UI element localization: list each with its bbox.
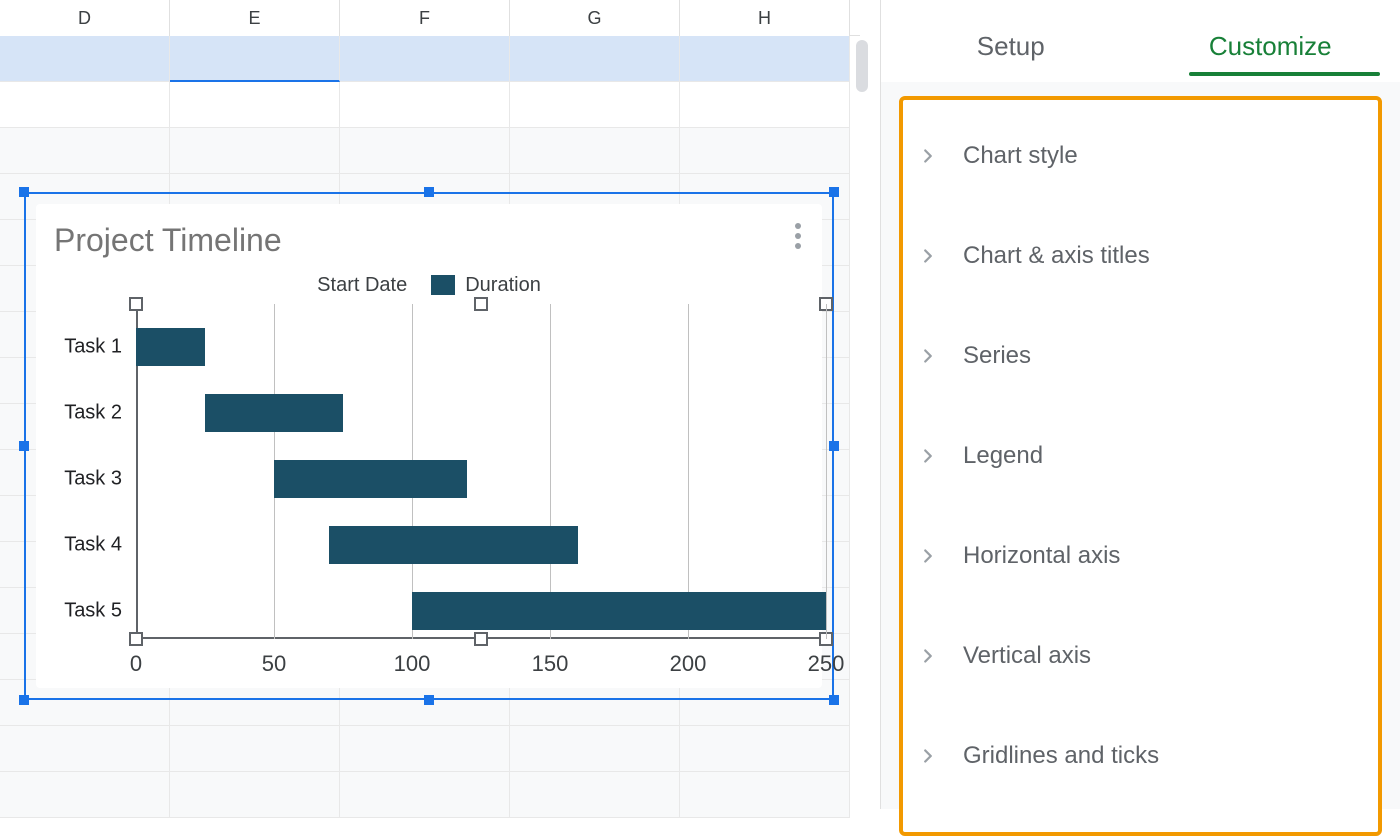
- x-axis-tick-label: 100: [394, 651, 431, 677]
- plot-area: 050100150200250Task 1Task 2Task 3Task 4T…: [136, 304, 826, 639]
- sheet-row[interactable]: [0, 726, 860, 772]
- cell[interactable]: [170, 82, 340, 128]
- chevron-right-icon: [917, 545, 939, 567]
- kebab-dot-icon: [795, 243, 801, 249]
- chart-legend: Start Date Duration: [36, 270, 822, 300]
- sheet-row[interactable]: [0, 36, 860, 82]
- panel-body: Chart style Chart & axis titles Series Lege…: [881, 82, 1400, 809]
- cell[interactable]: [340, 36, 510, 82]
- cell[interactable]: [510, 82, 680, 128]
- column-header[interactable]: D: [0, 0, 170, 36]
- column-header[interactable]: H: [680, 0, 850, 36]
- x-axis-tick-label: 0: [130, 651, 142, 677]
- gantt-bar[interactable]: [274, 460, 467, 498]
- kebab-dot-icon: [795, 223, 801, 229]
- x-axis-tick-label: 200: [670, 651, 707, 677]
- vertical-scrollbar-thumb[interactable]: [856, 40, 868, 92]
- chevron-right-icon: [917, 145, 939, 167]
- cell[interactable]: [170, 36, 340, 82]
- cell[interactable]: [510, 36, 680, 82]
- chart-editor-panel: Setup Customize Chart style Chart & axis …: [880, 0, 1400, 809]
- cell[interactable]: [340, 82, 510, 128]
- accordion-label: Chart style: [963, 142, 1078, 170]
- resize-handle-n[interactable]: [424, 187, 434, 197]
- sheet-row[interactable]: [0, 82, 860, 128]
- plot-handle-nw[interactable]: [129, 297, 143, 311]
- y-axis-category-label: Task 2: [64, 402, 122, 425]
- chart-title: Project Timeline: [54, 222, 282, 259]
- x-axis-tick-label: 250: [808, 651, 845, 677]
- accordion-series[interactable]: Series: [903, 306, 1378, 406]
- kebab-dot-icon: [795, 233, 801, 239]
- y-axis-category-label: Task 5: [64, 600, 122, 623]
- gantt-bar[interactable]: [136, 328, 205, 366]
- y-axis-category-label: Task 4: [64, 534, 122, 557]
- resize-handle-s[interactable]: [424, 695, 434, 705]
- plot-handle-sw[interactable]: [129, 632, 143, 646]
- resize-handle-e[interactable]: [829, 441, 839, 451]
- chart-object[interactable]: Project Timeline Start Date Duration: [24, 192, 834, 700]
- resize-handle-sw[interactable]: [19, 695, 29, 705]
- legend-label: Duration: [465, 274, 541, 297]
- chevron-right-icon: [917, 245, 939, 267]
- gantt-bar[interactable]: [329, 526, 577, 564]
- legend-item-duration: Duration: [431, 274, 541, 297]
- chevron-right-icon: [917, 445, 939, 467]
- accordion-label: Gridlines and ticks: [963, 742, 1159, 770]
- cell[interactable]: [0, 82, 170, 128]
- cell[interactable]: [680, 82, 850, 128]
- annotation-highlight-box: Chart style Chart & axis titles Series Lege…: [899, 96, 1382, 836]
- accordion-vertical-axis[interactable]: Vertical axis: [903, 606, 1378, 706]
- resize-handle-ne[interactable]: [829, 187, 839, 197]
- x-axis-tick-label: 150: [532, 651, 569, 677]
- resize-handle-se[interactable]: [829, 695, 839, 705]
- chart-card: Project Timeline Start Date Duration: [36, 204, 822, 688]
- cell[interactable]: [680, 36, 850, 82]
- gridline-vertical: [826, 304, 827, 639]
- legend-item-startdate: Start Date: [317, 274, 407, 297]
- chevron-right-icon: [917, 745, 939, 767]
- accordion-chart-style[interactable]: Chart style: [903, 106, 1378, 206]
- tab-customize[interactable]: Customize: [1141, 31, 1400, 82]
- plot-handle-n[interactable]: [474, 297, 488, 311]
- y-axis-category-label: Task 1: [64, 336, 122, 359]
- accordion-label: Series: [963, 342, 1031, 370]
- plot-handle-s[interactable]: [474, 632, 488, 646]
- legend-swatch-icon: [431, 275, 455, 295]
- y-axis-category-label: Task 3: [64, 468, 122, 491]
- accordion-chart-axis-titles[interactable]: Chart & axis titles: [903, 206, 1378, 306]
- accordion-label: Legend: [963, 442, 1043, 470]
- chart-more-menu-button[interactable]: [784, 218, 812, 254]
- resize-handle-nw[interactable]: [19, 187, 29, 197]
- legend-label: Start Date: [317, 274, 407, 297]
- sheet-row[interactable]: [0, 128, 860, 174]
- accordion-horizontal-axis[interactable]: Horizontal axis: [903, 506, 1378, 606]
- gantt-bar[interactable]: [205, 394, 343, 432]
- column-headers-row: D E F G H: [0, 0, 860, 36]
- accordion-label: Horizontal axis: [963, 542, 1120, 570]
- accordion-legend[interactable]: Legend: [903, 406, 1378, 506]
- accordion-label: Chart & axis titles: [963, 242, 1150, 270]
- sheet-row[interactable]: [0, 772, 860, 818]
- column-header[interactable]: G: [510, 0, 680, 36]
- gantt-bar[interactable]: [412, 592, 826, 630]
- chevron-right-icon: [917, 645, 939, 667]
- column-header[interactable]: E: [170, 0, 340, 36]
- panel-tabs: Setup Customize: [881, 0, 1400, 82]
- accordion-gridlines-and-ticks[interactable]: Gridlines and ticks: [903, 706, 1378, 806]
- tab-setup[interactable]: Setup: [881, 31, 1141, 82]
- resize-handle-w[interactable]: [19, 441, 29, 451]
- gridline-vertical: [688, 304, 689, 639]
- gridline-vertical: [550, 304, 551, 639]
- accordion-label: Vertical axis: [963, 642, 1091, 670]
- x-axis-tick-label: 50: [262, 651, 286, 677]
- column-header[interactable]: F: [340, 0, 510, 36]
- axis-lines: [136, 304, 826, 639]
- chevron-right-icon: [917, 345, 939, 367]
- cell[interactable]: [0, 36, 170, 82]
